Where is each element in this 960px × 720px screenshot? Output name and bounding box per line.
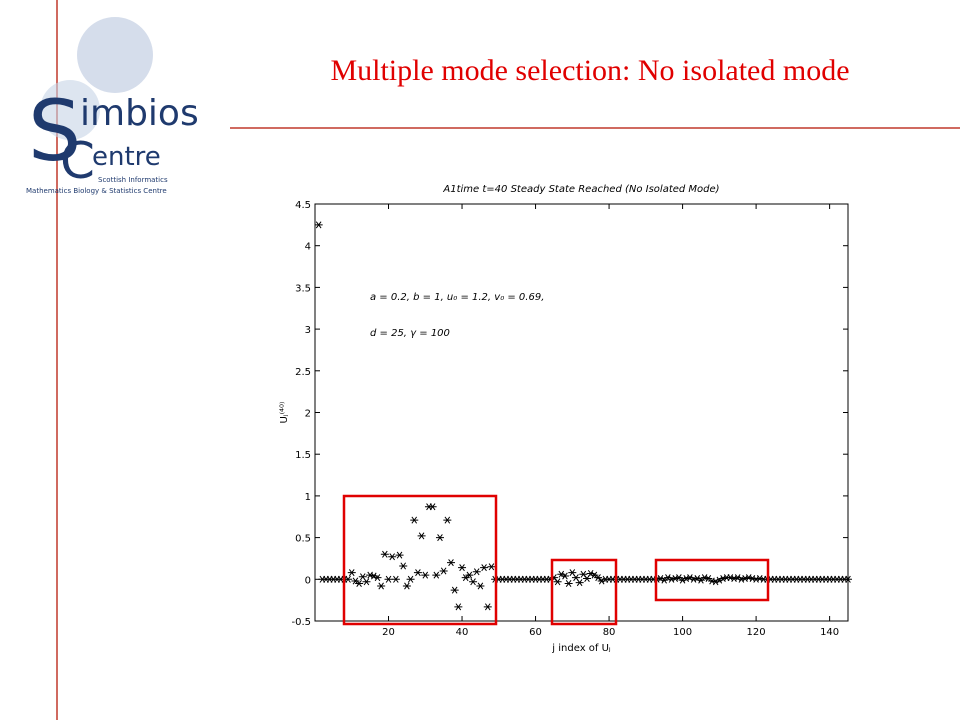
x-tick-label: 20 <box>382 627 395 638</box>
point <box>355 579 364 587</box>
y-tick-label: 4 <box>305 242 311 253</box>
y-axis-label: Uⱼ⁽⁴⁰⁾ <box>279 402 290 424</box>
point <box>399 562 408 570</box>
point <box>388 553 397 561</box>
point <box>480 564 489 572</box>
y-tick-label: 0.5 <box>295 534 311 545</box>
point <box>428 503 437 511</box>
x-tick-label: 60 <box>529 627 542 638</box>
equation: d = 25, γ = 100 <box>370 328 450 339</box>
point <box>465 571 474 579</box>
point <box>472 568 481 576</box>
highlight-box <box>654 558 770 602</box>
point <box>483 603 492 611</box>
point <box>314 221 323 229</box>
logo-caption: Scottish Informatics <box>98 176 168 184</box>
y-tick-label: 4.5 <box>295 200 311 211</box>
point <box>413 569 422 577</box>
chart-title: A1time t=40 Steady State Reached (No Iso… <box>442 184 719 195</box>
point <box>454 603 463 611</box>
point <box>347 569 356 577</box>
point <box>575 579 584 587</box>
highlight-boxes <box>342 494 770 626</box>
point <box>560 572 569 580</box>
x-tick-label: 80 <box>603 627 616 638</box>
point <box>447 559 456 567</box>
point <box>406 575 415 583</box>
point <box>435 534 444 542</box>
point <box>417 532 426 540</box>
point <box>402 582 411 590</box>
y-tick-label: 2 <box>305 409 311 420</box>
logo-decoration <box>77 17 153 93</box>
y-tick-label: 3.5 <box>295 283 311 294</box>
logo-word: imbios <box>80 93 199 134</box>
chart: 20 40 60 80 100 120 140 -0.5 0 0.5 1 1.5 2 2.5 3 3.5 4 4.… <box>279 184 852 654</box>
y-tick-label: 1 <box>305 492 311 503</box>
logo-letter: C <box>60 132 95 190</box>
point <box>358 573 367 581</box>
point <box>380 550 389 558</box>
slide-title: Multiple mode selection: No isolated mod… <box>330 54 849 87</box>
point <box>476 582 485 590</box>
point <box>564 579 573 587</box>
logo-caption: Mathematics Biology & Statistics Centre <box>26 187 167 195</box>
point <box>594 574 603 582</box>
x-tick-label: 140 <box>820 627 839 638</box>
point <box>844 575 852 583</box>
logo-letter: S <box>28 82 81 180</box>
point <box>487 563 496 571</box>
point <box>421 571 430 579</box>
y-tick-label: -0.5 <box>291 617 311 628</box>
point <box>571 574 580 582</box>
point <box>391 575 400 583</box>
logo: S imbios C entre Scottish Informatics Ma… <box>26 17 199 195</box>
point <box>568 569 577 577</box>
point <box>432 571 441 579</box>
point <box>344 575 353 583</box>
point <box>377 582 386 590</box>
point <box>469 578 478 586</box>
logo-word: entre <box>92 142 161 172</box>
point <box>362 578 371 586</box>
y-tick-label: 1.5 <box>295 450 311 461</box>
point <box>439 567 448 575</box>
point <box>458 564 467 572</box>
point <box>443 516 452 524</box>
x-tick-label: 40 <box>456 627 469 638</box>
point <box>395 551 404 559</box>
highlight-box <box>342 494 498 626</box>
logo-decoration <box>40 80 100 140</box>
x-tick-label: 100 <box>673 627 692 638</box>
point <box>384 575 393 583</box>
y-tick-label: 2.5 <box>295 367 311 378</box>
x-axis-label: j index of Uⱼ <box>551 643 611 654</box>
y-tick-label: 3 <box>305 325 311 336</box>
y-tick-label: 0 <box>305 575 311 586</box>
point <box>410 516 419 524</box>
point <box>553 578 562 586</box>
highlight-box <box>550 558 618 626</box>
plot-frame <box>314 203 849 622</box>
point <box>450 586 459 594</box>
x-tick-label: 120 <box>747 627 766 638</box>
equation: a = 0.2, b = 1, u₀ = 1.2, v₀ = 0.69, <box>370 292 544 303</box>
point <box>373 574 382 582</box>
